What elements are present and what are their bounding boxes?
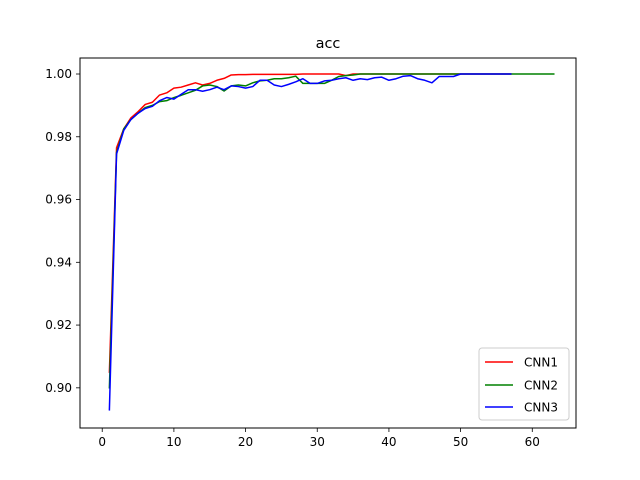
legend: CNN1 CNN2 CNN3 xyxy=(478,347,570,421)
legend-box xyxy=(478,347,570,421)
y-axis: 0.90 0.92 0.94 0.96 0.98 1.00 xyxy=(45,67,80,395)
x-axis: 0 10 20 30 40 50 60 xyxy=(98,428,540,449)
x-tick-label: 40 xyxy=(381,435,396,449)
y-tick-label: 0.90 xyxy=(45,381,72,395)
legend-label-cnn3: CNN3 xyxy=(524,401,558,415)
chart-title: acc xyxy=(316,36,341,52)
y-tick-label: 1.00 xyxy=(45,67,72,81)
y-tick-label: 0.92 xyxy=(45,318,72,332)
y-tick-label: 0.98 xyxy=(45,130,72,144)
y-tick-label: 0.94 xyxy=(45,255,72,269)
axes-frame xyxy=(79,57,577,429)
x-tick-label: 10 xyxy=(166,435,181,449)
x-tick-label: 20 xyxy=(238,435,253,449)
x-tick-label: 60 xyxy=(525,435,540,449)
x-tick-label: 0 xyxy=(98,435,106,449)
y-tick-label: 0.96 xyxy=(45,193,72,207)
x-tick-label: 30 xyxy=(310,435,325,449)
legend-label-cnn1: CNN1 xyxy=(524,356,558,370)
series-layer xyxy=(108,73,555,411)
legend-label-cnn2: CNN2 xyxy=(524,379,558,393)
x-tick-label: 50 xyxy=(453,435,468,449)
series-line-cnn3 xyxy=(108,73,512,411)
